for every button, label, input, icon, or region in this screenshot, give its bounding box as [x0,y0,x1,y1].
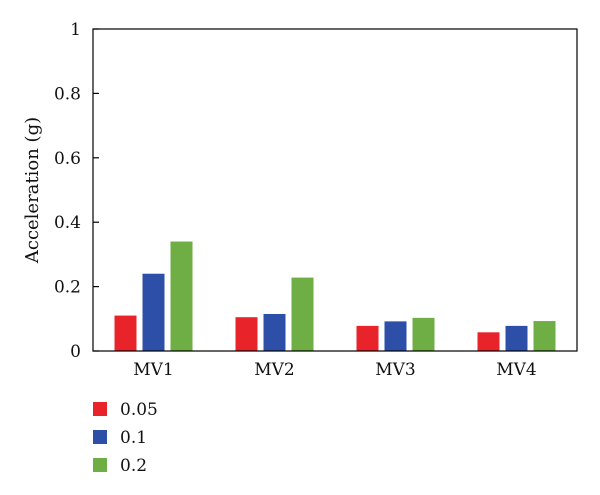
bar-MV2-0.05 [235,317,258,351]
y-tick-label: 0 [70,342,81,362]
bar-MV4-0.2 [533,321,556,351]
y-tick-label: 1 [70,20,81,40]
bar-MV3-0.2 [412,317,435,351]
x-tick-label: MV2 [254,360,295,380]
y-tick-label: 0.8 [54,84,81,104]
plot-area: 0 0.2 0.4 0.6 0.8 1 MV1 MV2 MV3 MV4 [54,20,556,380]
y-tick-label: 0.6 [54,149,81,169]
bar-MV4-0.1 [505,325,528,351]
legend-label: 0.2 [120,456,147,476]
legend-swatch-0.05 [93,402,107,416]
bar-MV1-0.2 [170,241,193,351]
bar-MV3-0.05 [356,325,379,351]
legend-swatch-0.1 [93,430,107,444]
bar-MV4-0.05 [477,332,500,351]
bar-MV3-0.1 [384,321,407,351]
legend-swatch-0.2 [93,458,107,472]
legend-label: 0.05 [120,400,158,420]
y-tick-label: 0.4 [54,213,81,233]
y-axis-label: Acceleration (g) [22,117,43,264]
bar-MV1-0.1 [142,273,165,351]
plot-frame [92,28,578,352]
y-tick-label: 0.2 [54,278,81,298]
x-tick-label: MV4 [496,360,537,380]
bar-MV2-0.1 [263,313,286,351]
bar-MV1-0.05 [114,315,137,351]
legend-label: 0.1 [120,428,147,448]
legend: 0.05 0.1 0.2 [93,400,158,476]
x-tick-label: MV1 [133,360,174,380]
x-tick-label: MV3 [375,360,416,380]
bar-MV2-0.2 [291,277,314,351]
